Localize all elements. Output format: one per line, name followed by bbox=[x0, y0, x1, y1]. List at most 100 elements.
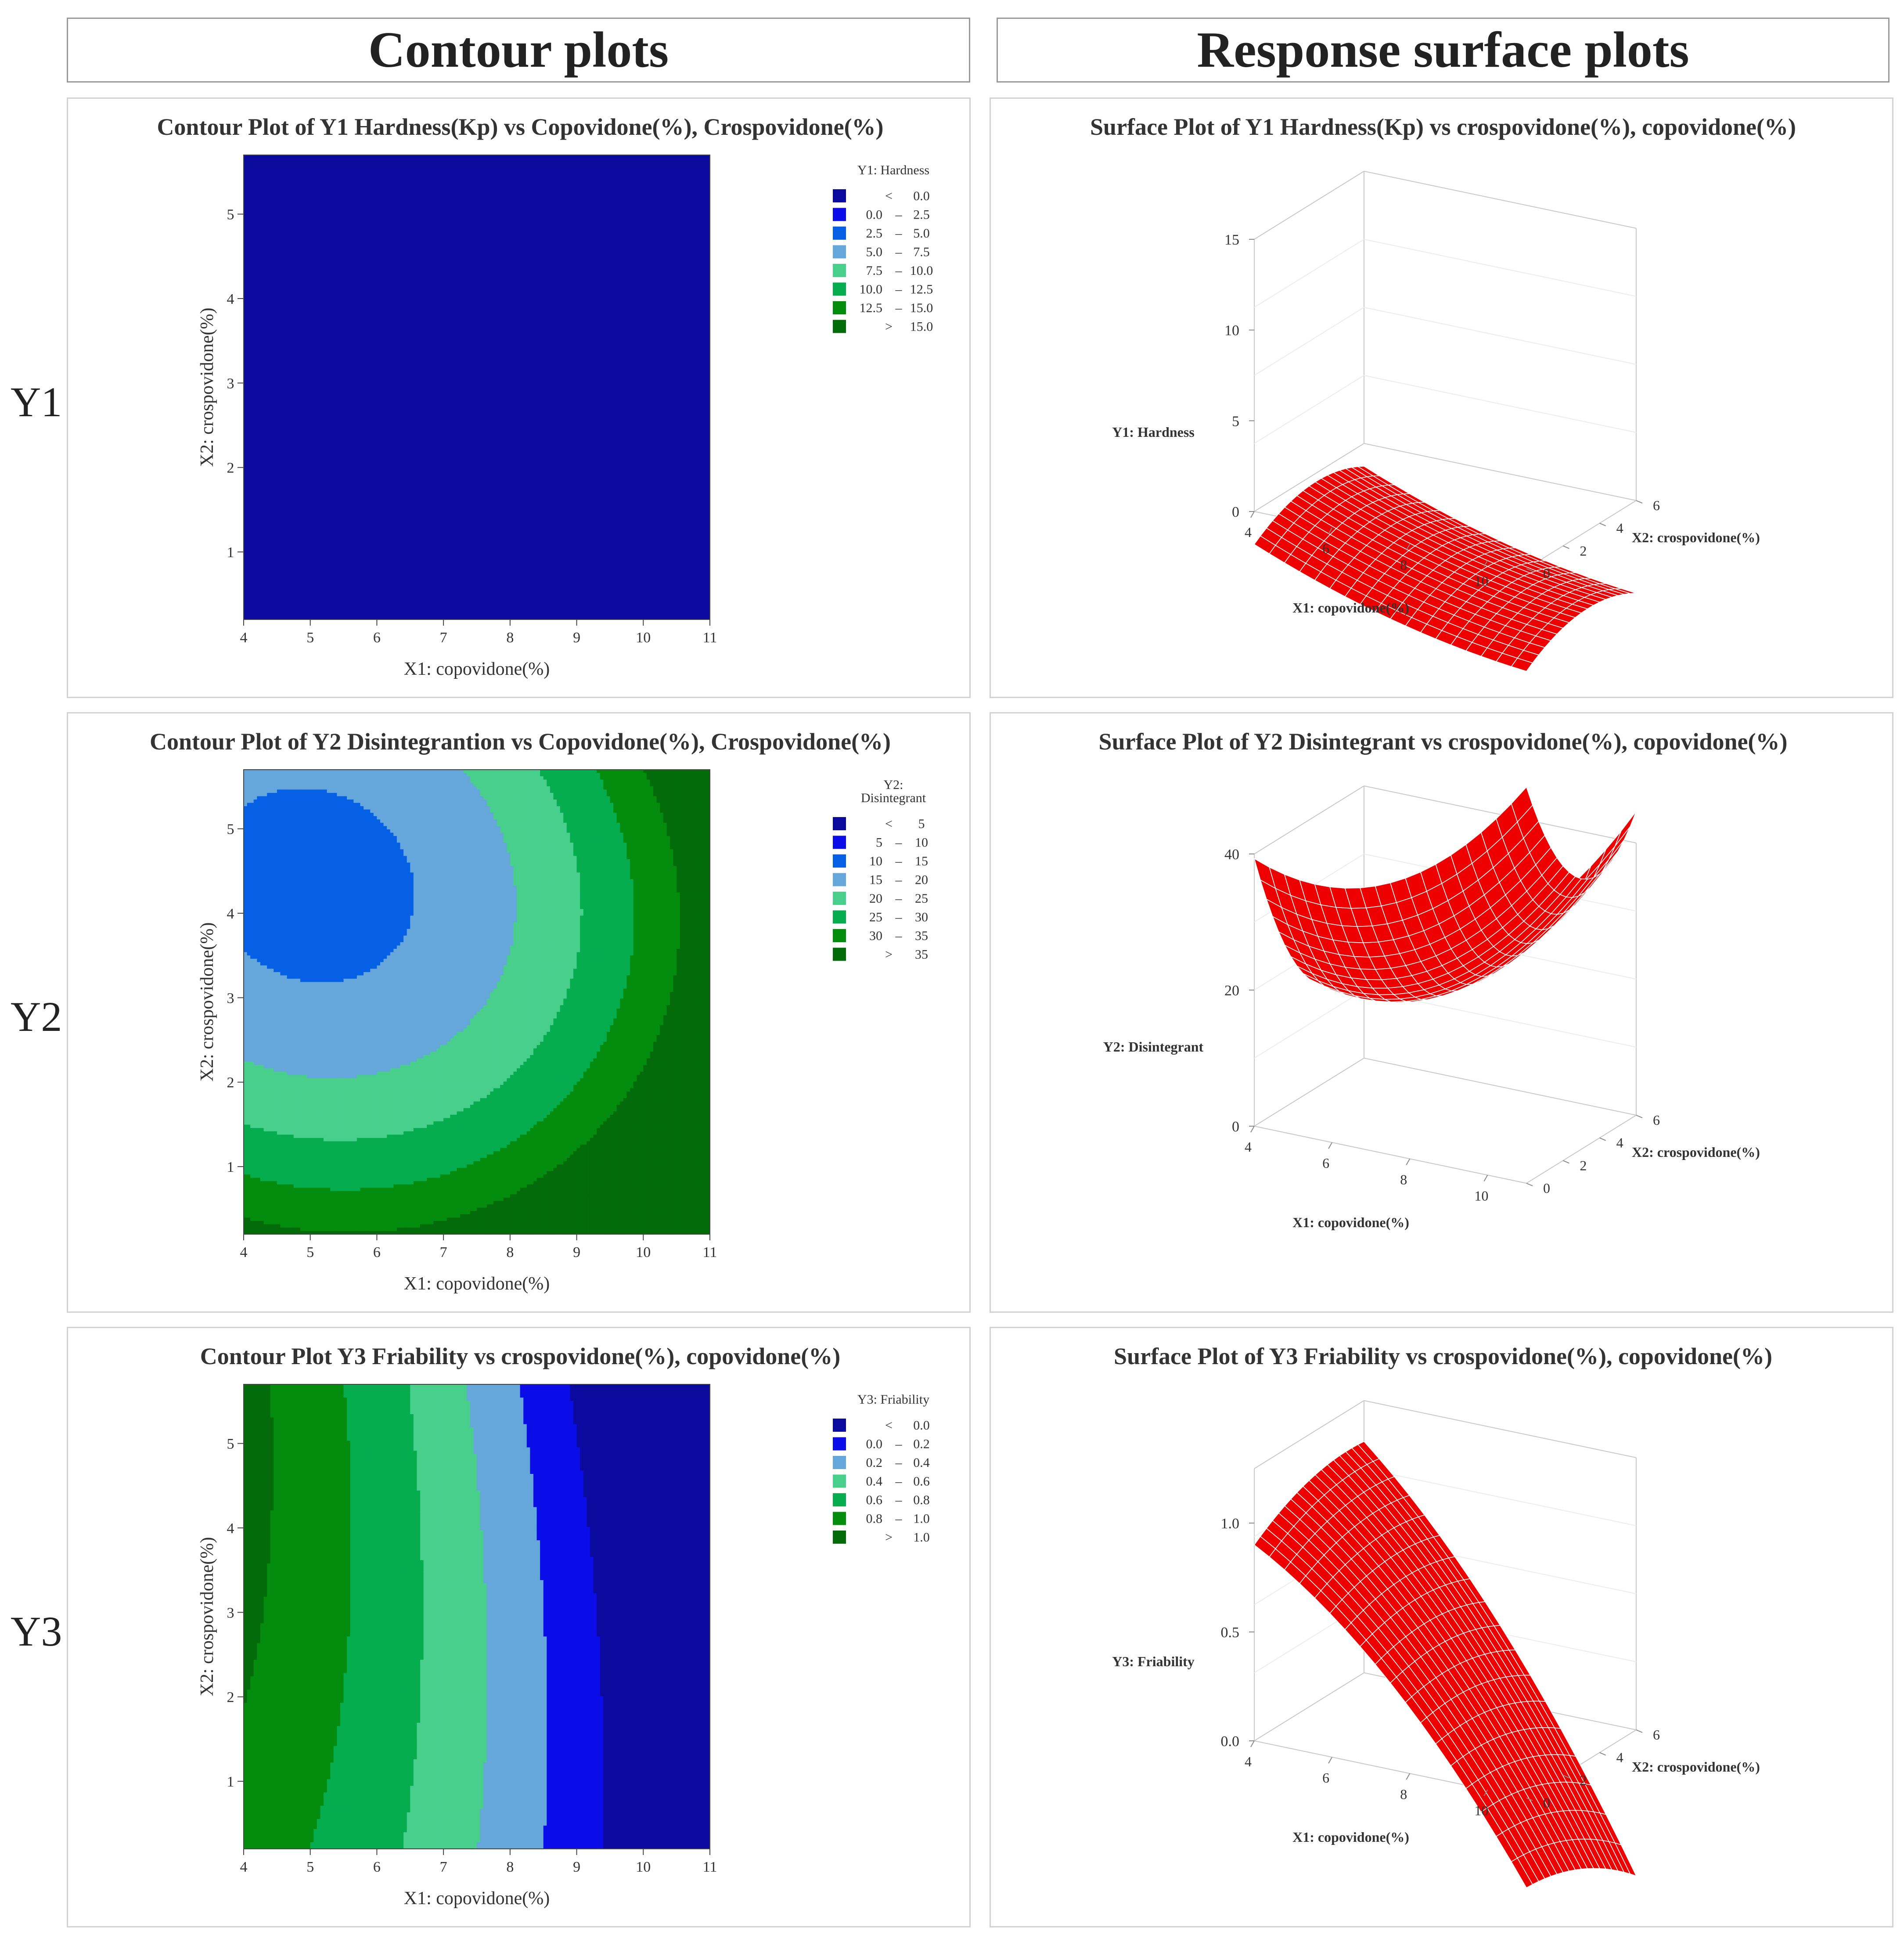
contour-cell bbox=[563, 181, 567, 185]
contour-cell bbox=[587, 208, 590, 212]
contour-cell bbox=[447, 168, 450, 172]
contour-cell bbox=[567, 234, 570, 238]
contour-cell bbox=[570, 221, 573, 225]
contour-cell bbox=[517, 241, 520, 245]
contour-cell bbox=[257, 178, 260, 182]
contour-cell bbox=[567, 238, 570, 241]
contour-cell bbox=[490, 205, 493, 208]
contour-cell bbox=[450, 228, 454, 231]
contour-cell bbox=[313, 158, 317, 162]
contour-cell bbox=[384, 268, 387, 271]
contour-cell bbox=[437, 264, 440, 268]
contour-cell bbox=[337, 191, 340, 195]
contour-cell bbox=[670, 202, 673, 205]
contour-cell bbox=[357, 198, 360, 202]
contour-cell bbox=[457, 208, 460, 212]
contour-cell bbox=[527, 251, 530, 255]
contour-cell bbox=[377, 268, 380, 271]
contour-cell bbox=[687, 241, 690, 245]
contour-cell bbox=[337, 248, 340, 252]
contour-cell bbox=[607, 255, 610, 258]
contour-cell bbox=[540, 158, 543, 162]
contour-cell bbox=[653, 248, 657, 252]
contour-cell bbox=[670, 191, 673, 195]
contour-cell bbox=[690, 181, 693, 185]
contour-cell bbox=[424, 162, 427, 165]
contour-cell bbox=[597, 162, 600, 165]
contour-cell bbox=[393, 181, 397, 185]
contour-cell bbox=[467, 188, 470, 192]
contour-cell bbox=[470, 198, 474, 202]
contour-cell bbox=[647, 251, 650, 255]
contour-cell bbox=[597, 251, 600, 255]
contour-cell bbox=[530, 172, 533, 175]
contour-cell bbox=[420, 258, 424, 261]
contour-cell bbox=[687, 198, 690, 202]
contour-cell bbox=[597, 261, 600, 265]
contour-cell bbox=[527, 208, 530, 212]
contour-cell bbox=[440, 228, 444, 231]
contour-cell bbox=[380, 215, 384, 218]
contour-cell bbox=[260, 155, 264, 158]
contour-cell bbox=[437, 168, 440, 172]
contour-cell bbox=[580, 165, 583, 169]
contour-cell bbox=[290, 162, 294, 165]
contour-cell bbox=[330, 211, 334, 215]
contour-cell bbox=[280, 255, 284, 258]
contour-cell bbox=[523, 271, 527, 275]
contour-cell bbox=[666, 225, 670, 228]
contour-cell bbox=[280, 251, 284, 255]
contour-cell bbox=[594, 251, 597, 255]
contour-cell bbox=[563, 268, 567, 271]
contour-cell bbox=[340, 165, 344, 169]
contour-cell bbox=[360, 158, 364, 162]
contour-cell bbox=[550, 251, 554, 255]
contour-cell bbox=[464, 202, 467, 205]
contour-cell bbox=[657, 181, 660, 185]
contour-cell bbox=[597, 238, 600, 241]
contour-cell bbox=[563, 155, 567, 158]
contour-cell bbox=[630, 205, 633, 208]
contour-cell bbox=[414, 218, 417, 222]
contour-cell bbox=[277, 181, 281, 185]
contour-cell bbox=[610, 258, 613, 261]
contour-cell bbox=[603, 221, 607, 225]
contour-cell bbox=[547, 172, 550, 175]
contour-cell bbox=[570, 264, 573, 268]
contour-cell bbox=[454, 215, 457, 218]
contour-cell bbox=[367, 181, 371, 185]
contour-cell bbox=[687, 202, 690, 205]
contour-cell bbox=[324, 255, 327, 258]
contour-cell bbox=[443, 241, 447, 245]
contour-cell bbox=[577, 264, 580, 268]
contour-cell bbox=[697, 185, 700, 188]
contour-cell bbox=[653, 238, 657, 241]
contour-cell bbox=[510, 165, 514, 169]
contour-cell bbox=[640, 208, 644, 212]
contour-cell bbox=[284, 165, 287, 169]
contour-cell bbox=[583, 198, 587, 202]
contour-cell bbox=[304, 165, 307, 169]
contour-cell bbox=[617, 234, 620, 238]
contour-cell bbox=[504, 205, 507, 208]
contour-cell bbox=[613, 191, 617, 195]
contour-cell bbox=[580, 162, 583, 165]
contour-cell bbox=[250, 195, 254, 198]
contour-cell bbox=[264, 234, 267, 238]
contour-cell bbox=[480, 228, 484, 231]
contour-cell bbox=[587, 234, 590, 238]
contour-cell bbox=[380, 158, 384, 162]
contour-cell bbox=[500, 228, 504, 231]
contour-cell bbox=[703, 175, 707, 178]
contour-cell bbox=[633, 155, 637, 158]
contour-cell bbox=[387, 264, 390, 268]
contour-cell bbox=[347, 191, 350, 195]
contour-cell bbox=[380, 175, 384, 178]
contour-cell bbox=[690, 205, 693, 208]
contour-cell bbox=[480, 225, 484, 228]
contour-cell bbox=[424, 211, 427, 215]
contour-cell bbox=[633, 181, 637, 185]
contour-cell bbox=[407, 162, 410, 165]
contour-cell bbox=[384, 202, 387, 205]
contour-cell bbox=[550, 175, 554, 178]
